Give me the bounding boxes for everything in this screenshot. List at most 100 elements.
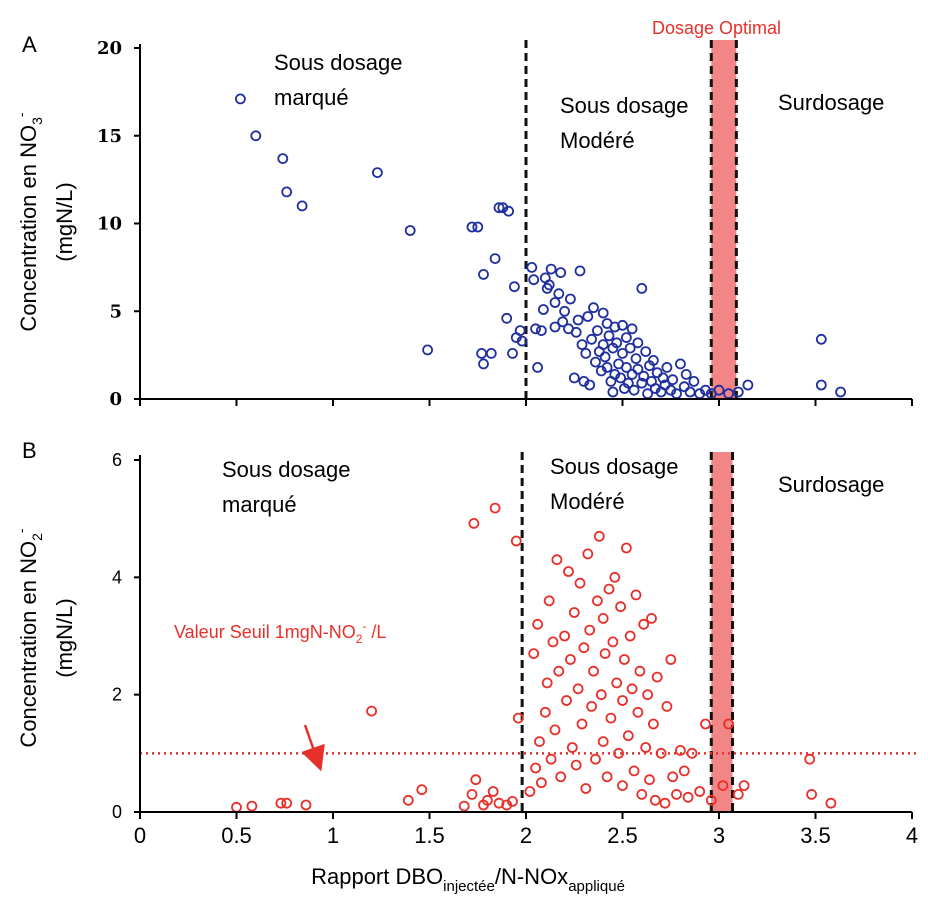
data-point <box>651 671 663 683</box>
data-point <box>576 339 588 351</box>
y-tick-label: 6 <box>112 450 122 470</box>
data-point <box>559 305 570 317</box>
data-point <box>534 736 545 747</box>
data-point <box>607 636 619 648</box>
x-tick-label: 2.5 <box>607 823 638 848</box>
data-point <box>684 386 696 398</box>
data-point <box>549 297 561 308</box>
data-point <box>646 613 657 624</box>
data-point <box>624 342 636 354</box>
threshold-arrow <box>301 724 325 772</box>
data-point <box>472 221 484 233</box>
data-point <box>516 335 528 347</box>
data-point <box>563 566 574 577</box>
data-point <box>402 794 414 806</box>
y-ticks-b: 0 2 4 6 <box>112 450 140 822</box>
data-point <box>559 630 570 642</box>
data-point <box>686 747 698 759</box>
x-axis-label: Rapport DBOinjectée/N-NOxappliqué <box>311 864 625 895</box>
data-point <box>742 379 754 391</box>
data-point <box>570 759 582 771</box>
data-point <box>250 130 262 142</box>
data-point <box>607 386 619 398</box>
data-point <box>468 518 480 529</box>
data-point <box>557 316 569 328</box>
data-point <box>572 314 584 326</box>
data-point <box>678 765 690 777</box>
data-point <box>611 677 623 689</box>
data-point <box>632 706 644 718</box>
data-point <box>638 618 650 630</box>
data-point <box>524 786 536 797</box>
data-point <box>630 589 642 601</box>
y-tick-label: 20 <box>97 38 122 59</box>
data-point <box>705 794 717 806</box>
data-point <box>617 347 628 359</box>
data-point <box>416 784 428 796</box>
data-point <box>568 372 580 384</box>
y-axis-unit-b: (mgN/L) <box>52 598 77 677</box>
data-point <box>574 577 586 589</box>
data-point <box>694 786 706 797</box>
data-point <box>815 379 827 391</box>
data-point <box>580 783 592 794</box>
data-point <box>597 307 609 319</box>
data-point <box>667 771 679 783</box>
data-point <box>671 789 682 800</box>
data-point <box>553 288 565 300</box>
zone-label-b1-line1: Sous dosage <box>222 457 350 482</box>
data-point <box>624 630 636 642</box>
data-point <box>617 780 628 791</box>
scatter-points-b <box>231 502 837 813</box>
data-point <box>615 601 626 613</box>
data-point <box>590 356 601 368</box>
data-point <box>514 325 526 337</box>
data-point <box>543 279 555 291</box>
data-point <box>568 607 580 618</box>
data-point <box>300 799 312 811</box>
data-point <box>626 683 638 695</box>
data-point <box>539 706 551 718</box>
data-point <box>621 332 632 344</box>
data-point <box>628 765 640 777</box>
data-point <box>277 153 289 165</box>
zone-label-b2-line1: Sous dosage <box>550 454 678 479</box>
data-point <box>605 712 617 724</box>
data-point <box>275 797 287 809</box>
data-point <box>717 780 729 791</box>
data-point <box>512 712 524 724</box>
data-point <box>526 261 538 273</box>
data-point <box>570 326 582 338</box>
data-point <box>234 93 246 105</box>
data-point <box>815 333 827 345</box>
data-point <box>804 753 816 765</box>
data-point <box>640 346 652 358</box>
data-point <box>621 361 632 373</box>
data-point <box>593 530 605 542</box>
data-point <box>599 648 611 659</box>
data-point <box>582 311 594 322</box>
data-point <box>478 358 489 370</box>
x-tick-label: 3 <box>713 823 725 848</box>
data-point <box>680 368 692 380</box>
data-point <box>507 347 518 359</box>
data-point <box>281 186 293 198</box>
data-point <box>609 321 621 333</box>
panel-a: A 0 5 10 15 20 Concentration en NO3- (mgN/L)… <box>13 18 913 410</box>
data-point <box>549 321 561 333</box>
data-point <box>632 337 644 349</box>
data-point <box>588 302 599 314</box>
y-tick-label: 15 <box>97 126 122 147</box>
data-point <box>644 774 655 786</box>
data-point <box>478 268 489 280</box>
data-point <box>536 777 547 789</box>
data-point <box>582 548 594 560</box>
data-point <box>476 347 488 359</box>
data-point <box>466 221 478 233</box>
data-point <box>655 747 667 759</box>
optimal-band-a <box>711 40 737 399</box>
data-point <box>603 583 615 595</box>
data-point <box>422 344 434 356</box>
data-point <box>597 613 609 624</box>
